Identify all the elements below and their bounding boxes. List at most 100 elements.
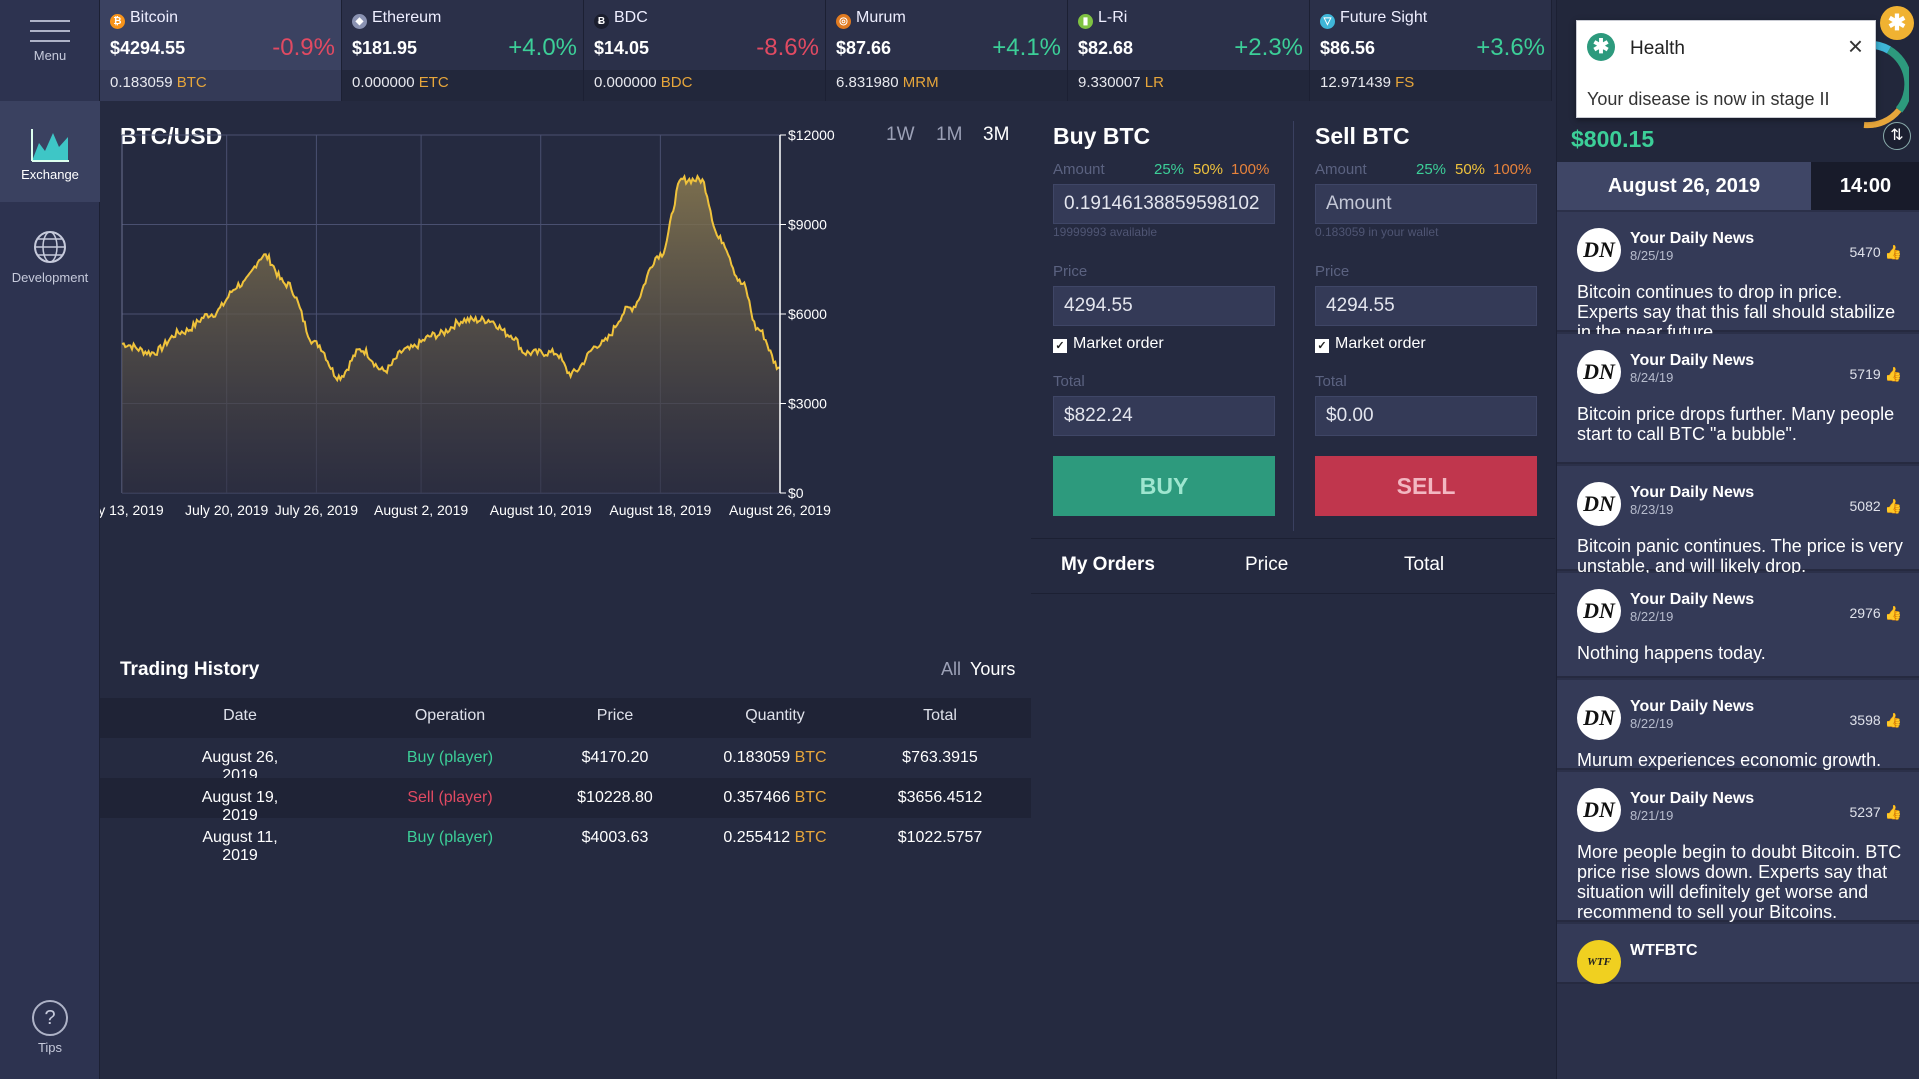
ticker-item[interactable]: ▮ L-Ri $82.68 +2.3% 9.330007 LR [1068, 0, 1310, 101]
likes-count: 5237 [1849, 804, 1881, 820]
news-likes[interactable]: 2976 👍 [1850, 605, 1902, 622]
news-date: 8/22/19 [1630, 716, 1674, 731]
exchange-label: Exchange [21, 167, 79, 182]
news-item[interactable]: DN Your Daily News 8/23/19 5082 👍 Bitcoin… [1557, 466, 1919, 576]
buy-total-input[interactable] [1053, 396, 1275, 436]
ticker-price: $14.05 [594, 38, 650, 58]
price-chart[interactable]: $0 $3000 $6000 $9000 $12000 July 13, 2019 July… [100, 101, 1031, 631]
ticker-name-text: Murum [856, 9, 906, 26]
close-icon[interactable]: × [1847, 31, 1863, 61]
likes-count: 5719 [1849, 366, 1881, 382]
orders-title: My Orders [1061, 554, 1155, 575]
x-tick-label: August 2, 2019 [374, 502, 468, 518]
row-date: August 19, 2019 [201, 789, 279, 824]
sell-total-input[interactable] [1315, 396, 1537, 436]
news-likes[interactable]: 5082 👍 [1850, 498, 1902, 515]
coin-ticker: ₿ Bitcoin $4294.55 -0.9% 0.183059 BTC ◆ Et… [100, 0, 1555, 101]
menu-button[interactable]: Menu [0, 0, 100, 90]
thumbs-up-icon: 👍 [1880, 498, 1902, 514]
buy-market-order-checkbox[interactable]: ✓ Market order [1053, 335, 1164, 353]
news-likes[interactable]: 5719 👍 [1850, 366, 1902, 383]
news-item[interactable]: DN Your Daily News 8/21/19 5237 👍 More pe… [1557, 772, 1919, 922]
range-3m[interactable]: 3M [983, 124, 1010, 145]
col-price: Price [596, 707, 634, 724]
globe-icon [34, 231, 66, 263]
holding-unit: ETC [418, 74, 449, 91]
holding-unit: LR [1144, 74, 1164, 91]
news-item[interactable]: DN Your Daily News 8/22/19 2976 👍 Nothing… [1557, 573, 1919, 678]
development-label: Development [11, 270, 89, 285]
ticker-price: $181.95 [352, 38, 418, 58]
news-likes[interactable]: 3598 👍 [1850, 712, 1902, 729]
sell-total-label: Total [1315, 373, 1347, 390]
table-row: August 11, 2019 Buy (player) $4003.63 0.… [100, 818, 1031, 864]
trade-divider [1293, 121, 1294, 531]
buy-amount-input[interactable] [1053, 184, 1275, 224]
row-price: $4170.20 [581, 749, 649, 766]
y-tick-label: $0 [788, 485, 804, 501]
likes-count: 5082 [1849, 498, 1881, 514]
sell-pct-50[interactable]: 50% [1455, 161, 1486, 178]
tips-button[interactable]: ? Tips [0, 1000, 100, 1070]
ticker-price: $4294.55 [110, 38, 186, 58]
nav-item-exchange[interactable]: Exchange [0, 101, 100, 202]
news-date: 8/21/19 [1630, 808, 1674, 823]
buy-price-label: Price [1053, 263, 1088, 280]
news-source: Your Daily News [1630, 790, 1755, 807]
filter-yours[interactable]: Yours [970, 659, 1016, 679]
row-date: August 11, 2019 [202, 829, 278, 864]
buy-pct-100[interactable]: 100% [1231, 161, 1270, 178]
nav-item-development[interactable]: Development [0, 210, 100, 300]
daily-news-logo-icon: DN [1577, 228, 1621, 272]
col-operation: Operation [414, 707, 486, 724]
ticker-change: +4.1% [992, 34, 1061, 61]
col-date: Date [223, 707, 257, 724]
buy-pct-50[interactable]: 50% [1193, 161, 1224, 178]
news-item[interactable]: WTF WTFBTC [1557, 924, 1919, 984]
ticker-item[interactable]: ◎ Murum $87.66 +4.1% 6.831980 MRM [826, 0, 1068, 101]
news-item[interactable]: DN Your Daily News 8/25/19 5470 👍 Bitcoin… [1557, 212, 1919, 342]
filter-all[interactable]: All [941, 659, 962, 679]
ticker-name: ▮ L-Ri [1078, 9, 1127, 29]
transfer-icon[interactable]: ⇅ [1883, 122, 1911, 150]
sell-amount-label: Amount [1315, 161, 1367, 178]
sell-amount-input[interactable] [1315, 184, 1537, 224]
table-row: August 19, 2019 Sell (player) $10228.80 … [100, 778, 1031, 824]
news-item[interactable]: DN Your Daily News 8/22/19 3598 👍 Murum e… [1557, 680, 1919, 770]
sell-button[interactable]: SELL [1315, 456, 1537, 516]
ticker-holding: 0.183059 BTC [100, 70, 341, 101]
news-likes[interactable]: 5470 👍 [1850, 244, 1902, 261]
range-1w[interactable]: 1W [886, 124, 915, 145]
row-quantity: 0.357466 BTC [720, 789, 830, 807]
thumbs-up-icon: 👍 [1880, 366, 1902, 382]
sell-pct-100[interactable]: 100% [1493, 161, 1532, 178]
x-tick-label: August 26, 2019 [729, 502, 831, 518]
sell-price-input[interactable] [1315, 286, 1537, 326]
ticker-price: $87.66 [836, 38, 892, 58]
sell-pct-25[interactable]: 25% [1416, 161, 1447, 178]
row-quantity: 0.183059 BTC [720, 749, 830, 767]
ticker-holding: 12.971439 FS [1310, 70, 1551, 101]
ticker-item[interactable]: Ƀ BDC $14.05 -8.6% 0.000000 BDC [584, 0, 826, 101]
ticker-item[interactable]: ◆ Ethereum $181.95 +4.0% 0.000000 ETC [342, 0, 584, 101]
buy-price-input[interactable] [1053, 286, 1275, 326]
news-likes[interactable]: 5237 👍 [1850, 804, 1902, 821]
buy-button[interactable]: BUY [1053, 456, 1275, 516]
sell-title: Sell BTC [1315, 123, 1410, 149]
buy-pct-25[interactable]: 25% [1154, 161, 1185, 178]
wtfbtc-logo-icon: WTF [1577, 940, 1621, 984]
ticker-item[interactable]: ₿ Bitcoin $4294.55 -0.9% 0.183059 BTC [100, 0, 342, 101]
news-source: Your Daily News [1630, 484, 1755, 501]
ticker-name: ◎ Murum [836, 9, 906, 29]
row-quantity: 0.255412 BTC [720, 829, 830, 847]
sell-market-order-checkbox[interactable]: ✓ Market order [1315, 335, 1426, 353]
ticker-item[interactable]: ▽ Future Sight $86.56 +3.6% 12.971439 FS [1310, 0, 1552, 101]
chart-panel: BTC/USD 1W 1M 3M $0 $3000 $6000 $9000 $12000… [100, 101, 1031, 631]
table-row: August 26, 2019 Buy (player) $4170.20 0.… [100, 738, 1031, 784]
news-date: 8/24/19 [1630, 370, 1674, 385]
range-1m[interactable]: 1M [936, 124, 963, 145]
ticker-price: $86.56 [1320, 38, 1376, 58]
news-item[interactable]: DN Your Daily News 8/24/19 5719 👍 Bitcoin… [1557, 334, 1919, 464]
notification-message: Your disease is now in stage II [1587, 89, 1830, 109]
